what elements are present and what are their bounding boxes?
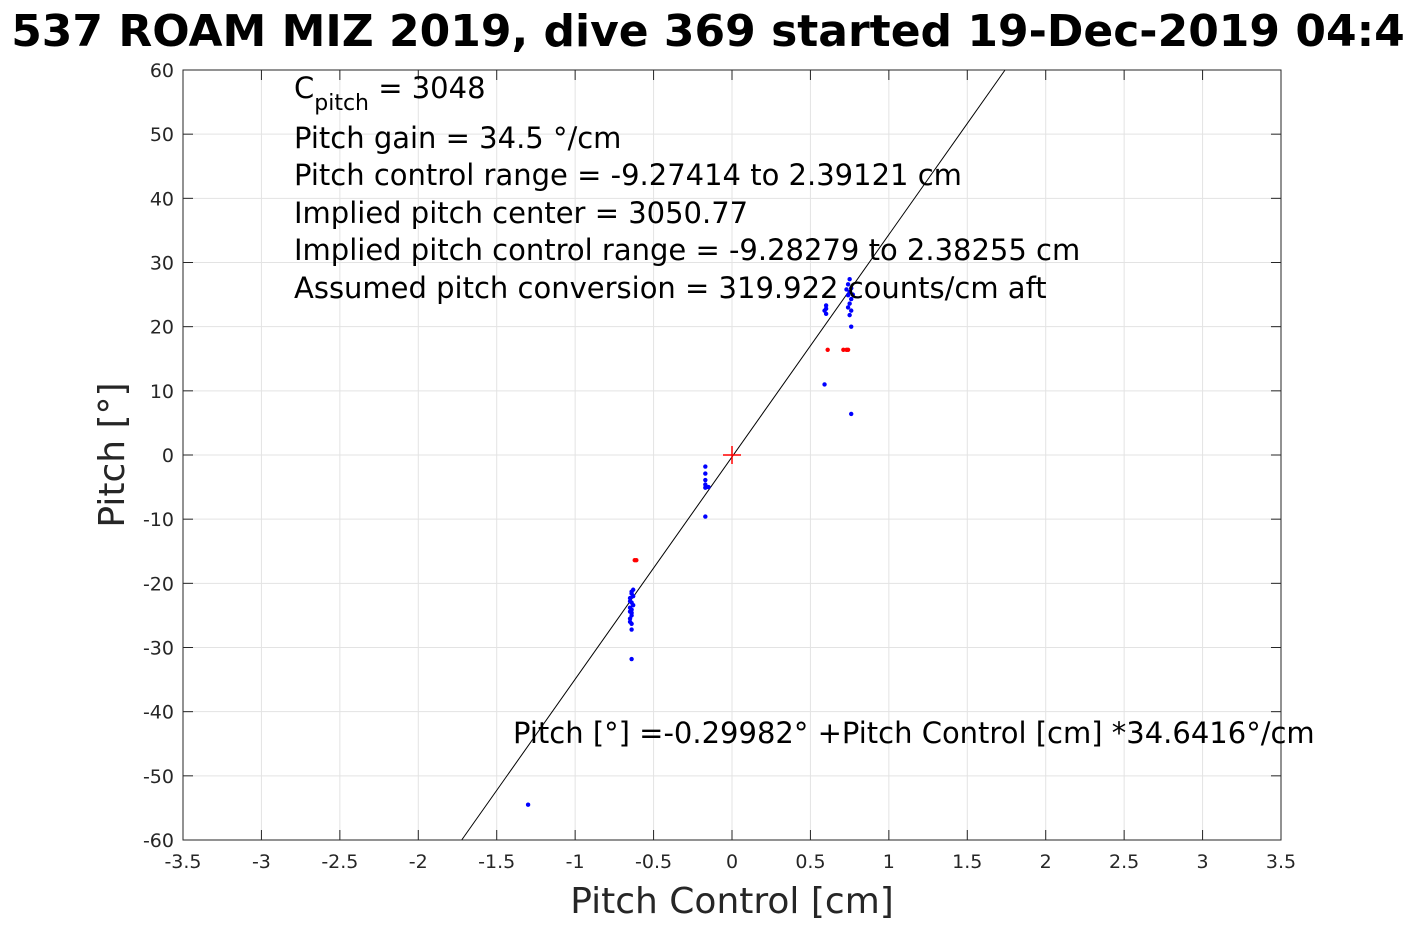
axis-ticks: -3.5 -3 -2.5 -2 -1.5 -1 -0.5 0 0.5 1 1.5 2 2.5 3 3.5 -6… bbox=[143, 60, 1296, 873]
y-tick-label: 50 bbox=[150, 124, 174, 146]
x-tick-label: 3.5 bbox=[1266, 851, 1296, 873]
y-tick-label: 0 bbox=[162, 445, 174, 467]
data-point bbox=[849, 285, 854, 291]
x-tick-label: -0.5 bbox=[635, 851, 672, 873]
data-point bbox=[629, 589, 634, 594]
data-point bbox=[849, 308, 854, 313]
x-tick-label: -1 bbox=[566, 851, 585, 873]
data-point bbox=[525, 802, 531, 807]
param-implied-range: Implied pitch control range = -9.28279 t… bbox=[294, 233, 1080, 267]
data-point bbox=[629, 613, 634, 618]
data-point bbox=[825, 347, 830, 352]
x-tick-label: -3.5 bbox=[164, 851, 201, 873]
grid bbox=[182, 69, 1282, 841]
center-marker bbox=[723, 446, 741, 464]
data-point bbox=[627, 609, 633, 614]
data-points bbox=[525, 276, 855, 807]
data-point bbox=[847, 276, 852, 282]
y-axis-label: Pitch [°] bbox=[92, 382, 133, 527]
y-tick-label: 30 bbox=[150, 253, 174, 275]
data-point bbox=[845, 282, 851, 287]
data-point bbox=[841, 347, 846, 352]
param-implied-center: Implied pitch center = 3050.77 bbox=[294, 196, 748, 230]
y-tick-label: -20 bbox=[143, 573, 174, 595]
data-point bbox=[630, 602, 636, 608]
x-tick-label: 1 bbox=[883, 851, 895, 873]
data-point bbox=[629, 656, 634, 662]
y-tick-label: -40 bbox=[143, 702, 174, 724]
data-point bbox=[703, 514, 708, 519]
data-point bbox=[823, 303, 829, 308]
data-point bbox=[845, 293, 851, 298]
data-point bbox=[703, 471, 708, 476]
data-point bbox=[703, 477, 708, 483]
x-tick-label: -1.5 bbox=[478, 851, 515, 873]
x-tick-label: -3 bbox=[252, 851, 271, 873]
x-tick-label: 0.5 bbox=[795, 851, 825, 873]
param-cpitch: Cpitch = 3048 bbox=[294, 71, 486, 116]
x-tick-label: 1.5 bbox=[952, 851, 982, 873]
param-pitch-gain: Pitch gain = 34.5 °/cm bbox=[294, 121, 621, 155]
data-point bbox=[844, 287, 849, 292]
param-control-range: Pitch control range = -9.27414 to 2.3912… bbox=[294, 158, 962, 192]
parameter-annotations: Cpitch = 3048 Pitch gain = 34.5 °/cm Pit… bbox=[294, 71, 1080, 305]
data-point bbox=[849, 411, 854, 417]
y-tick-label: -50 bbox=[143, 766, 174, 788]
y-tick-label: 40 bbox=[150, 188, 174, 210]
data-point bbox=[703, 464, 708, 469]
y-tick-label: 10 bbox=[150, 381, 174, 403]
data-point bbox=[822, 382, 827, 387]
data-point bbox=[822, 308, 827, 313]
data-point bbox=[627, 619, 633, 625]
fit-equation: Pitch [°] =-0.29982° +Pitch Control [cm]… bbox=[513, 716, 1315, 750]
x-tick-label: 2 bbox=[1040, 851, 1052, 873]
data-point bbox=[632, 558, 637, 563]
x-tick-label: 2.5 bbox=[1109, 851, 1139, 873]
param-pitch-conversion: Assumed pitch conversion = 319.922 count… bbox=[294, 271, 1047, 305]
x-tick-label: 3 bbox=[1197, 851, 1209, 873]
data-point bbox=[627, 599, 633, 604]
y-tick-label: 20 bbox=[150, 317, 174, 339]
y-tick-label: -10 bbox=[143, 509, 174, 531]
data-point bbox=[629, 627, 634, 632]
chart-title: 537 ROAM MIZ 2019, dive 369 started 19-D… bbox=[11, 6, 1405, 57]
data-point bbox=[847, 301, 852, 306]
data-point bbox=[847, 312, 852, 318]
y-tick-label: -30 bbox=[143, 638, 174, 660]
x-tick-label: -2.5 bbox=[321, 851, 358, 873]
data-point bbox=[706, 484, 711, 490]
x-axis-label: Pitch Control [cm] bbox=[570, 881, 894, 922]
data-point bbox=[850, 292, 855, 297]
data-point bbox=[849, 296, 854, 302]
data-point bbox=[630, 593, 636, 599]
data-point bbox=[845, 347, 851, 352]
x-tick-label: 0 bbox=[726, 851, 738, 873]
data-point bbox=[703, 482, 708, 487]
data-point bbox=[849, 324, 854, 329]
data-point bbox=[845, 305, 851, 310]
y-tick-label: -60 bbox=[143, 830, 174, 852]
y-tick-label: 60 bbox=[150, 60, 174, 82]
x-tick-label: -2 bbox=[409, 851, 428, 873]
